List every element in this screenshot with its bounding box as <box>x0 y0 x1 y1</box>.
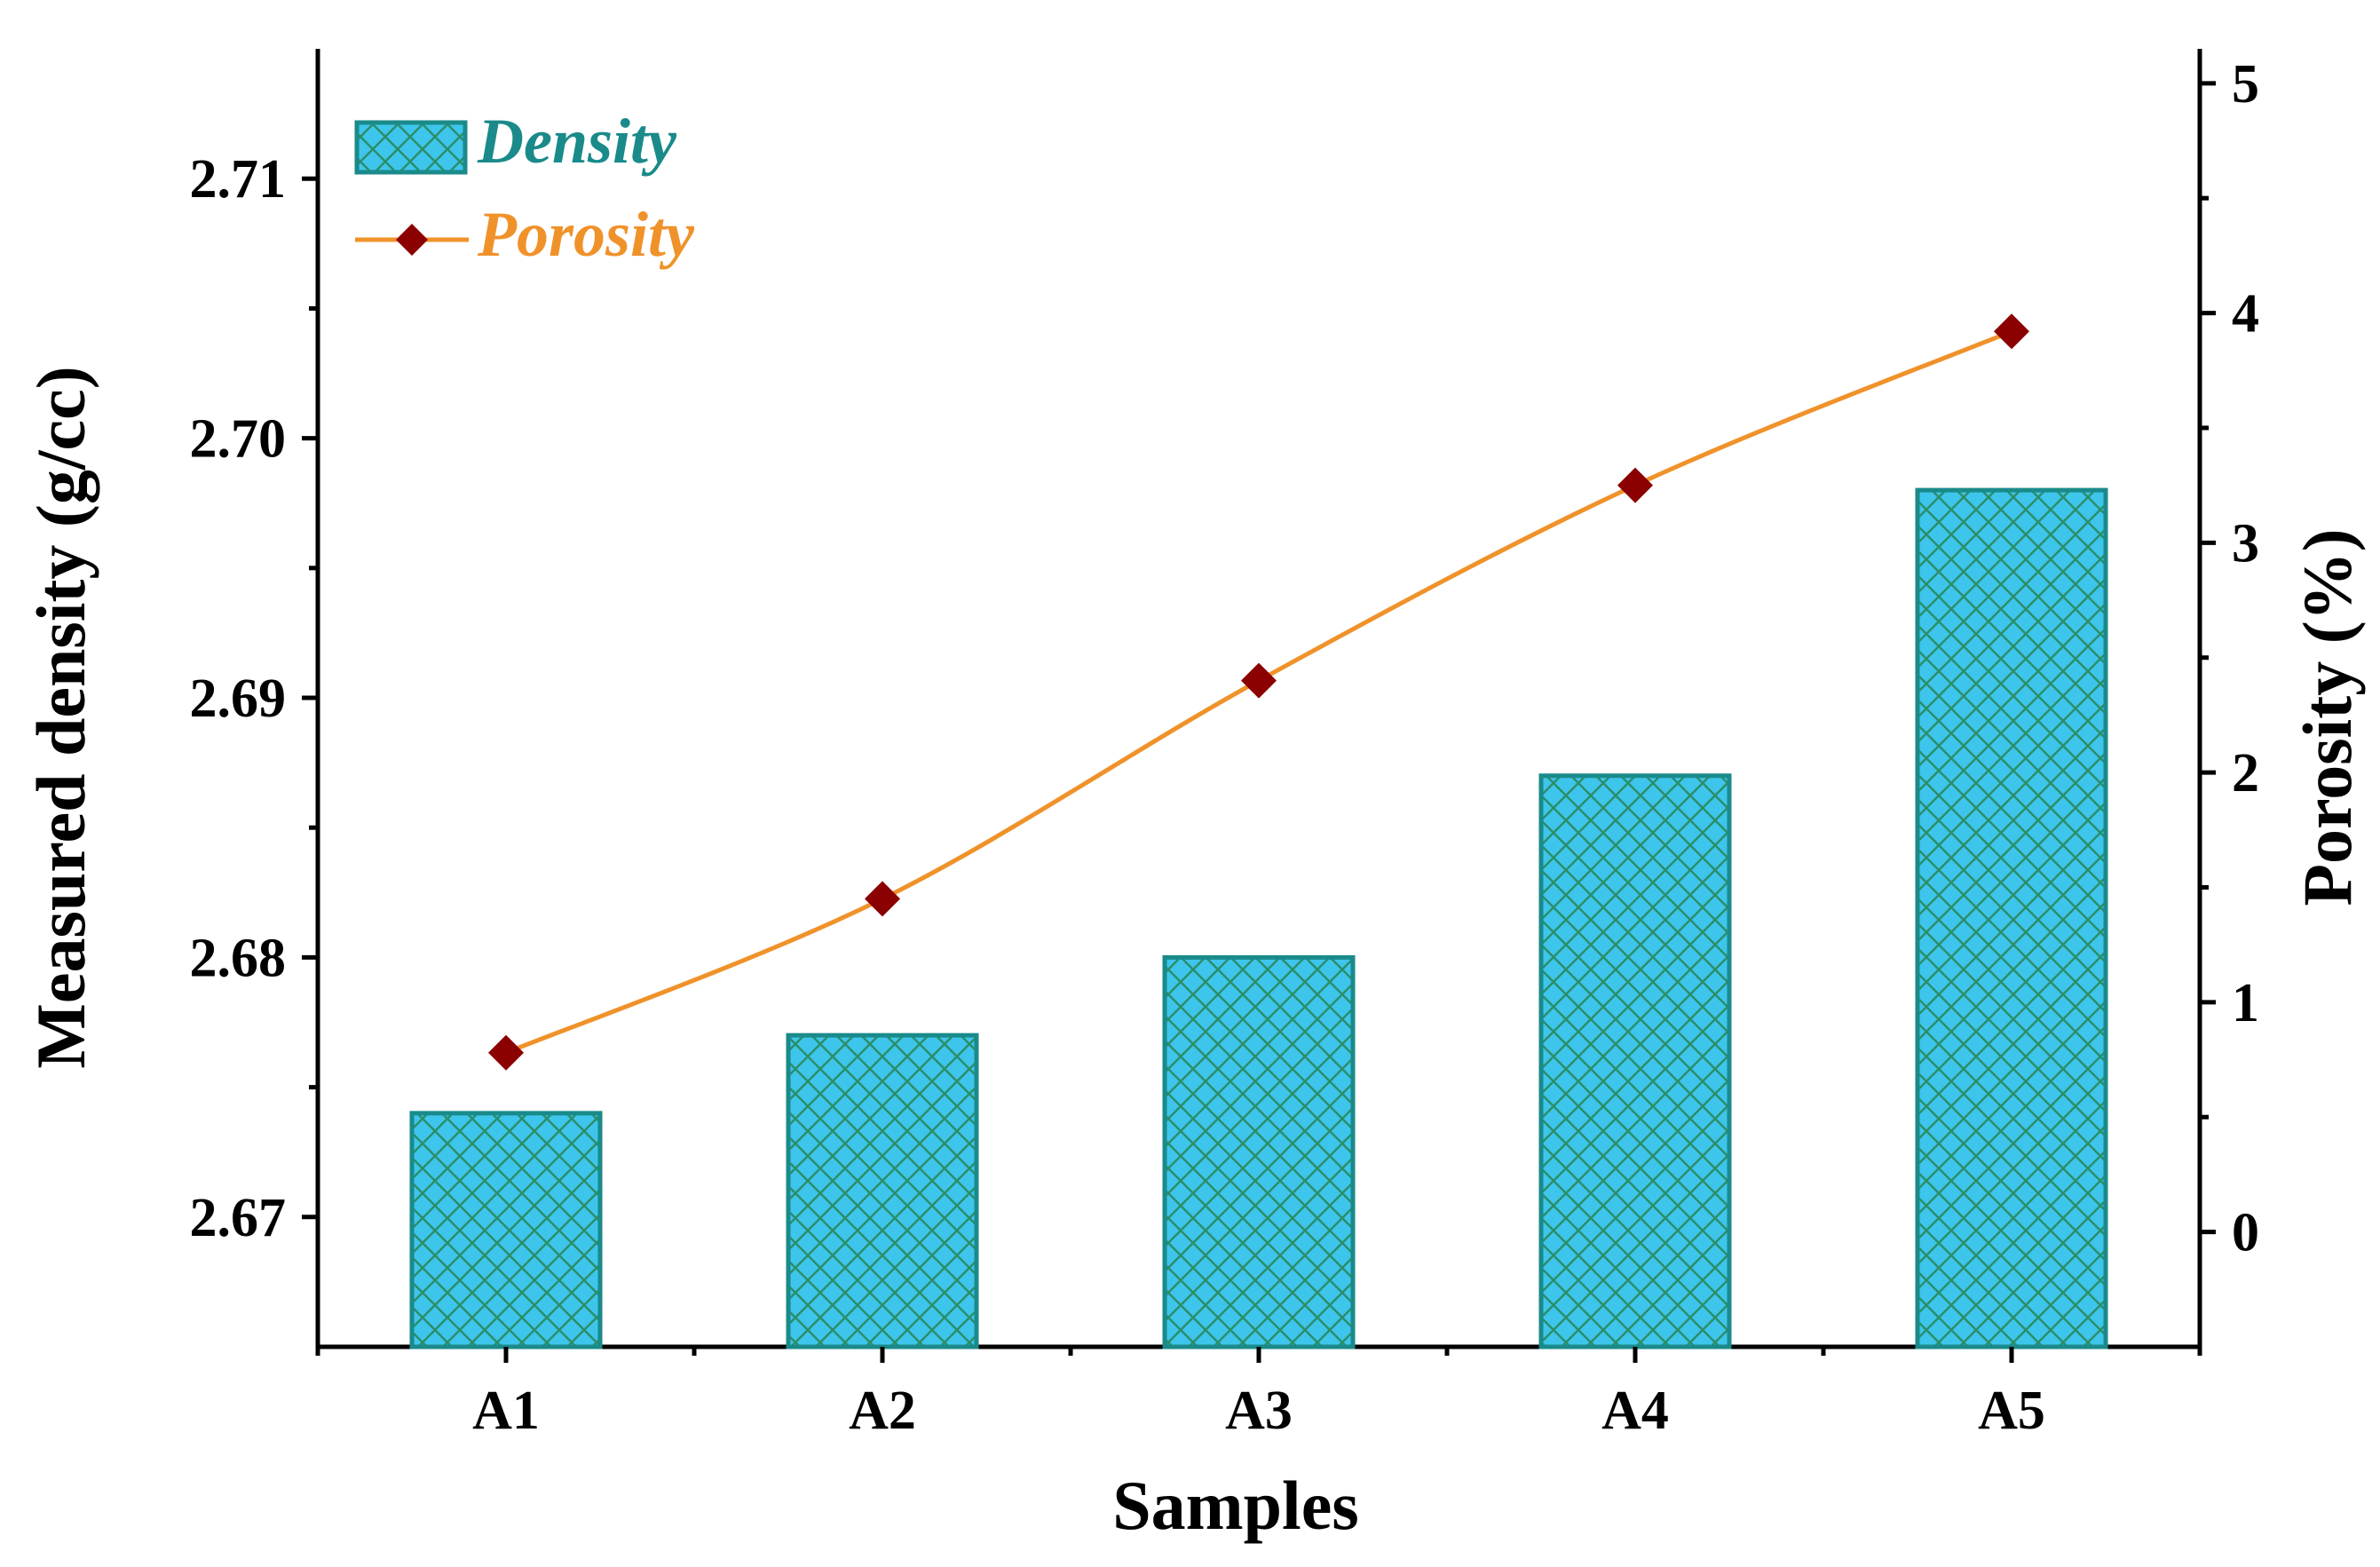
left-tick-label: 2.69 <box>190 669 287 729</box>
legend-porosity-marker <box>396 224 428 256</box>
legend-porosity-label: Porosity <box>477 199 695 270</box>
left-tick-label: 2.67 <box>190 1188 287 1248</box>
bar-A4 <box>1538 773 1732 1349</box>
bar-A2 <box>786 1033 979 1349</box>
x-axis-title: Samples <box>1112 1467 1358 1544</box>
right-tick-label: 4 <box>2232 284 2259 344</box>
x-tick-label-A1: A1 <box>472 1381 540 1441</box>
porosity-series <box>488 313 2029 1071</box>
x-ticks: A1 A2 A3 A4 A5 <box>315 1347 2202 1441</box>
right-tick-label: 0 <box>2232 1203 2259 1263</box>
porosity-marker-A3 <box>1241 662 1277 699</box>
left-tick-label: 2.71 <box>190 149 287 210</box>
legend: Density Porosity <box>354 106 695 270</box>
porosity-marker-A5 <box>1994 313 2029 350</box>
right-tick-label: 2 <box>2232 743 2259 803</box>
right-tick-label: 3 <box>2232 513 2259 574</box>
left-tick-label: 2.68 <box>190 928 287 988</box>
porosity-marker-A4 <box>1617 467 1653 503</box>
left-y-axis-title: Measured density (g/cc) <box>22 366 99 1068</box>
x-tick-label-A4: A4 <box>1601 1381 1669 1441</box>
right-tick-label: 1 <box>2232 973 2259 1033</box>
right-tick-label: 5 <box>2232 54 2259 115</box>
left-y-ticks: 2.67 2.68 2.69 2.70 2.71 <box>190 149 318 1248</box>
bar-A5 <box>1915 487 2108 1349</box>
left-tick-label: 2.70 <box>190 409 287 470</box>
bar-A3 <box>1162 954 1356 1349</box>
right-y-axis-title: Porosity (%) <box>2289 528 2366 906</box>
porosity-marker-A1 <box>488 1034 524 1071</box>
legend-density-swatch <box>354 120 468 175</box>
porosity-marker-A2 <box>865 881 900 917</box>
x-tick-label-A5: A5 <box>1978 1381 2045 1441</box>
right-y-ticks: 0 1 2 3 4 5 <box>2200 54 2259 1263</box>
legend-density-label: Density <box>477 106 677 177</box>
x-tick-label-A3: A3 <box>1225 1381 1293 1441</box>
x-tick-label-A2: A2 <box>849 1381 916 1441</box>
density-bars <box>409 487 2108 1349</box>
bar-A1 <box>409 1111 603 1349</box>
